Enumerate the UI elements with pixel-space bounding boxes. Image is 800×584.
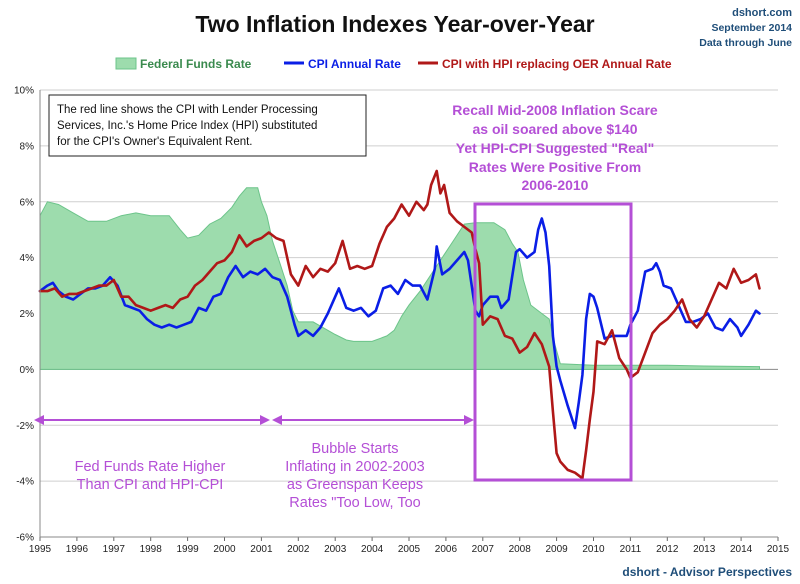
x-tick-label: 2008 [509, 544, 532, 555]
x-tick-label: 2013 [693, 544, 716, 555]
bubble-line-4: Rates "Too Low, Too [289, 495, 420, 511]
legend-swatch-fed-funds [115, 57, 137, 70]
y-tick-label: -4% [16, 477, 34, 488]
brand-label: dshort.com [732, 7, 792, 19]
legend-label-fed-funds: Federal Funds Rate [140, 57, 252, 71]
scare-line-1: Recall Mid-2008 Inflation Scare [452, 102, 658, 118]
x-tick-labels: 1995 1996 1997 1998 1999 2000 2001 2002 2003 2004… [29, 544, 790, 555]
x-tick-label: 2012 [656, 544, 679, 555]
scare-annotation: Recall Mid-2008 Inflation Scare as oil s… [452, 102, 658, 193]
x-tick-label: 2014 [730, 544, 753, 555]
x-tick-label: 2011 [620, 544, 642, 555]
note-line-1: The red line shows the CPI with Lender P… [57, 104, 318, 116]
fed-higher-annotation: Fed Funds Rate Higher Than CPI and HPI-C… [75, 459, 226, 493]
scare-line-2: as oil soared above $140 [473, 121, 638, 137]
x-tick-label: 2007 [472, 544, 495, 555]
y-tick-label: 6% [20, 197, 35, 208]
scare-line-5: 2006-2010 [522, 177, 589, 193]
arrow-fed-higher-right-head [260, 415, 270, 425]
x-tick-label: 2000 [213, 544, 236, 555]
x-tick-label: 2002 [287, 544, 310, 555]
range-arrows [34, 415, 474, 425]
x-tick-label: 1999 [176, 544, 199, 555]
x-tick-label: 2001 [250, 544, 273, 555]
scare-line-3: Yet HPI-CPI Suggested "Real" [456, 140, 654, 156]
date-label: September 2014 [711, 22, 792, 34]
x-tick-label: 2009 [545, 544, 568, 555]
bubble-annotation: Bubble Starts Inflating in 2002-2003 as … [285, 441, 424, 511]
y-tick-label: -6% [16, 533, 34, 544]
y-tick-label: 8% [20, 141, 35, 152]
x-tick-label: 1996 [66, 544, 89, 555]
scare-line-4: Rates Were Positive From [469, 159, 641, 175]
note-box-frame [48, 94, 367, 157]
bubble-line-3: as Greenspan Keeps [287, 477, 423, 493]
axes [39, 90, 779, 541]
series-area-fed-funds [39, 187, 760, 370]
y-tick-labels: 10% 8% 6% 4% 2% 0% -2% -4% -6% [14, 86, 34, 544]
legend: Federal Funds Rate CPI Annual Rate CPI w… [115, 57, 672, 71]
y-tick-label: -2% [16, 421, 34, 432]
fed-funds-area-layer [39, 187, 760, 370]
arrow-bubble-left-head [272, 415, 282, 425]
fed-higher-line-2: Than CPI and HPI-CPI [77, 477, 224, 493]
x-tick-label: 2005 [398, 544, 421, 555]
note-box: The red line shows the CPI with Lender P… [48, 94, 367, 157]
y-tick-label: 4% [20, 253, 35, 264]
data-through-label: Data through June [699, 37, 792, 49]
x-tick-label: 2015 [767, 544, 790, 555]
highlight-box-2007-2011 [473, 202, 633, 482]
bubble-line-1: Bubble Starts [311, 441, 398, 457]
series-line-hpi-cpi [38, 169, 761, 480]
x-tick-label: 2004 [361, 544, 384, 555]
series-lines-layer [38, 169, 761, 480]
note-line-2: Services, Inc.'s Home Price Index (HPI) … [57, 120, 317, 132]
legend-label-hpi-cpi: CPI with HPI replacing OER Annual Rate [442, 57, 672, 71]
x-tick-label: 2003 [324, 544, 347, 555]
x-tick-label: 1997 [103, 544, 126, 555]
y-tick-label: 10% [14, 86, 34, 97]
arrow-bubble-right-head [464, 415, 474, 425]
footer-credit: dshort - Advisor Perspectives [622, 565, 792, 579]
series-line-cpi [38, 217, 761, 430]
legend-label-cpi: CPI Annual Rate [308, 57, 401, 71]
y-tick-label: 0% [20, 365, 35, 376]
fed-higher-line-1: Fed Funds Rate Higher [75, 459, 226, 475]
x-tick-label: 1998 [140, 544, 163, 555]
x-tick-label: 2010 [582, 544, 605, 555]
x-tick-label: 1995 [29, 544, 52, 555]
note-line-3: for the CPI's Owner's Equivalent Rent. [57, 136, 253, 148]
arrow-fed-higher-left-head [34, 415, 44, 425]
bubble-line-2: Inflating in 2002-2003 [285, 459, 424, 475]
y-tick-label: 2% [20, 309, 35, 320]
x-tick-label: 2006 [435, 544, 458, 555]
chart-title: Two Inflation Indexes Year-over-Year [195, 11, 594, 37]
